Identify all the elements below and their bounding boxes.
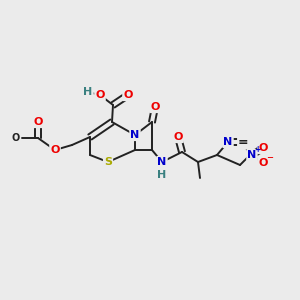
Text: O: O	[12, 133, 20, 143]
Text: N: N	[224, 137, 232, 147]
Text: O: O	[150, 102, 160, 112]
Text: =: =	[238, 136, 248, 148]
Text: O: O	[50, 145, 60, 155]
Text: H: H	[158, 170, 166, 180]
Text: H: H	[83, 87, 93, 97]
Text: +: +	[254, 146, 260, 154]
Text: O: O	[173, 132, 183, 142]
Text: O: O	[258, 143, 268, 153]
Text: S: S	[104, 157, 112, 167]
Text: O: O	[95, 90, 105, 100]
Text: −: −	[266, 154, 274, 163]
Text: O: O	[33, 117, 43, 127]
Text: N: N	[130, 130, 140, 140]
Text: O: O	[123, 90, 133, 100]
Text: N: N	[158, 157, 166, 167]
Text: O: O	[258, 158, 268, 168]
Text: N: N	[248, 150, 256, 160]
